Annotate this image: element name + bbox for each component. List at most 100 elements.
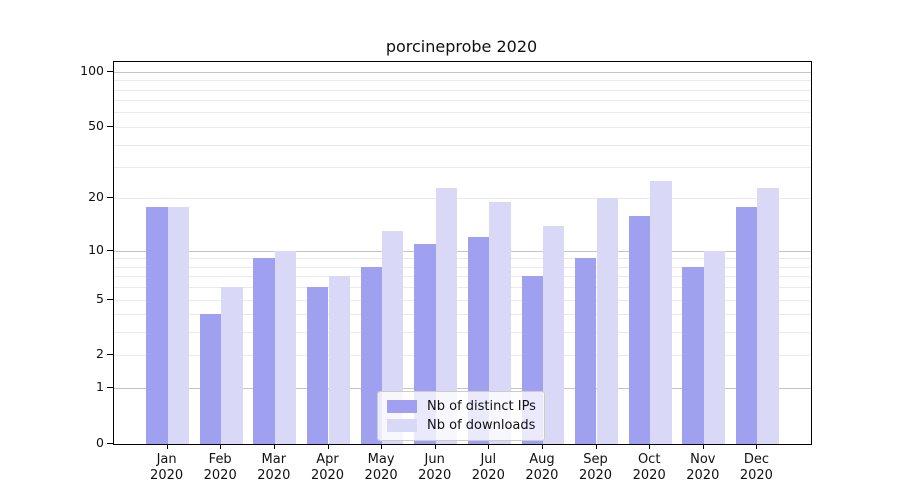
y-tick-mark-20	[107, 197, 113, 199]
x-tick-mark-jul	[488, 444, 490, 449]
legend-swatch-downloads	[387, 419, 417, 432]
bar-nb-of-downloads-aug	[542, 225, 565, 444]
y-tick-mark-0	[107, 443, 113, 444]
x-tick-year: 2020	[525, 468, 559, 483]
x-tick-year: 2020	[471, 468, 505, 483]
x-tick-month: Dec	[743, 452, 769, 467]
legend-entry-downloads: Nb of downloads	[387, 418, 535, 433]
x-tick-year: 2020	[364, 468, 398, 483]
y-gridline-7	[114, 276, 811, 278]
x-tick-year: 2020	[686, 468, 720, 483]
x-tick-year: 2020	[418, 468, 452, 483]
y-gridline-2	[114, 355, 811, 357]
x-tick-mark-jun	[434, 444, 436, 449]
legend-label-downloads: Nb of downloads	[427, 418, 536, 433]
y-tick-mark-100	[107, 70, 113, 72]
x-tick-label-mar: Mar 2020	[244, 452, 304, 484]
x-tick-year: 2020	[257, 468, 291, 483]
x-tick-month: Jul	[480, 452, 497, 467]
x-tick-label-apr: Apr 2020	[298, 452, 358, 484]
y-gridline-70	[114, 100, 811, 102]
chart-title: porcineprobe 2020	[385, 37, 538, 56]
x-tick-month: Oct	[637, 452, 661, 467]
x-tick-month: Aug	[529, 452, 555, 467]
y-tick-mark-50	[107, 125, 113, 127]
y-gridline-3	[114, 332, 811, 334]
legend-label-distinct-ips: Nb of distinct IPs	[427, 399, 536, 414]
y-gridline-80	[114, 89, 811, 91]
x-tick-label-jul: Jul 2020	[458, 452, 518, 484]
x-tick-label-oct: Oct 2020	[619, 452, 679, 484]
bar-nb-of-downloads-jul	[489, 202, 511, 444]
y-tick-label-10: 10	[88, 241, 104, 257]
x-tick-month: Jun	[424, 452, 445, 467]
bar-nb-of-distinct-ips-apr	[307, 287, 329, 444]
y-tick-mark-2	[107, 354, 113, 356]
x-tick-label-feb: Feb 2020	[190, 452, 250, 484]
y-gridline-90	[114, 80, 811, 82]
y-gridline-6	[114, 287, 811, 289]
y-tick-mark-1	[107, 387, 113, 389]
x-tick-month: Mar	[261, 452, 287, 467]
x-tick-month: Nov	[690, 452, 716, 467]
bar-nb-of-downloads-feb	[221, 287, 243, 444]
bar-nb-of-distinct-ips-nov	[682, 266, 704, 444]
bar-nb-of-distinct-ips-jan	[146, 206, 168, 444]
x-tick-label-sep: Sep 2020	[566, 452, 626, 484]
x-tick-label-dec: Dec 2020	[726, 452, 786, 484]
x-tick-label-aug: Aug 2020	[512, 452, 572, 484]
bar-nb-of-downloads-jan	[167, 206, 189, 444]
y-gridline-1	[114, 388, 811, 390]
x-tick-label-jun: Jun 2020	[405, 452, 465, 484]
bar-nb-of-downloads-apr	[328, 276, 350, 444]
x-tick-year: 2020	[310, 468, 345, 483]
bar-nb-of-distinct-ips-dec	[736, 206, 758, 444]
x-tick-mark-mar	[273, 444, 275, 449]
bar-nb-of-downloads-sep	[596, 198, 618, 444]
y-gridline-8	[114, 266, 811, 268]
y-tick-label-1: 1	[96, 379, 104, 395]
y-gridline-60	[114, 112, 811, 114]
bar-nb-of-downloads-nov	[703, 250, 726, 444]
y-tick-mark-10	[107, 249, 113, 251]
x-tick-year: 2020	[632, 468, 666, 483]
y-tick-label-2: 2	[96, 346, 104, 362]
y-gridline-50	[114, 126, 811, 128]
x-tick-year: 2020	[739, 468, 773, 483]
x-tick-mark-oct	[649, 444, 651, 449]
x-tick-mark-jan	[166, 444, 168, 449]
y-gridline-10	[114, 250, 811, 252]
x-tick-mark-dec	[756, 444, 758, 449]
x-tick-mark-aug	[541, 444, 543, 449]
x-tick-label-jan: Jan 2020	[137, 452, 197, 484]
y-tick-label-100: 100	[80, 62, 104, 78]
x-tick-year: 2020	[150, 468, 184, 483]
x-tick-mark-feb	[220, 444, 222, 449]
x-tick-label-nov: Nov 2020	[673, 452, 733, 484]
y-tick-label-50: 50	[88, 117, 104, 133]
x-tick-month: Feb	[208, 452, 232, 467]
bar-nb-of-downloads-jun	[435, 187, 458, 444]
bar-nb-of-distinct-ips-may	[360, 266, 383, 444]
bar-nb-of-downloads-mar	[274, 250, 297, 444]
y-gridline-5	[114, 299, 811, 301]
x-tick-mark-sep	[595, 444, 597, 449]
x-tick-mark-may	[381, 444, 383, 449]
x-tick-year: 2020	[203, 468, 237, 483]
x-tick-year: 2020	[578, 468, 613, 483]
x-tick-month: Jan	[156, 452, 177, 467]
legend: Nb of distinct IPs Nb of downloads	[377, 391, 545, 441]
bar-nb-of-downloads-oct	[650, 181, 672, 444]
bar-nb-of-distinct-ips-mar	[253, 258, 275, 444]
bar-nb-of-distinct-ips-oct	[628, 215, 651, 444]
plot-area	[113, 61, 812, 445]
x-tick-month: May	[367, 452, 395, 467]
bar-nb-of-downloads-dec	[757, 187, 779, 444]
y-gridline-100	[114, 71, 811, 73]
x-tick-mark-apr	[327, 444, 329, 449]
bar-nb-of-distinct-ips-sep	[575, 258, 597, 444]
bar-nb-of-downloads-may	[382, 231, 404, 444]
x-tick-mark-nov	[702, 444, 704, 449]
x-tick-month: Sep	[583, 452, 608, 467]
